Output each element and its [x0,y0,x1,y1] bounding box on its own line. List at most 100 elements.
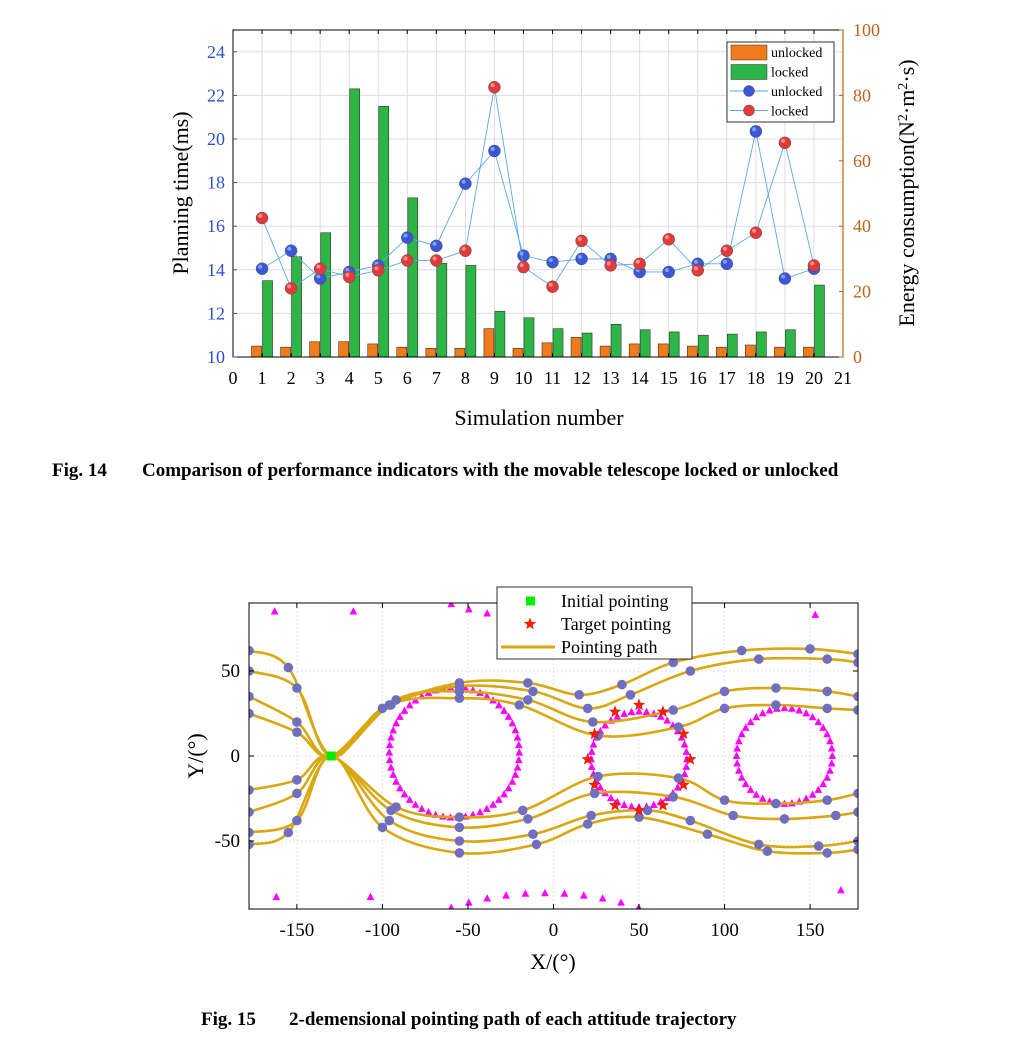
path-waypoint [673,773,684,783]
point-locked [284,282,298,295]
x-tick-label: 50 [630,920,649,941]
point-unlocked [430,239,443,253]
fig15-number: Fig. 15 [201,1009,256,1030]
obstacle-marker [482,692,491,700]
path-waypoint [454,693,465,703]
path-waypoint [685,815,696,826]
legend-swatch [730,64,768,80]
point-highlight [403,233,408,238]
path-waypoint [853,691,858,702]
path-waypoint [249,827,254,838]
x-tick-label: 18 [747,368,765,388]
point-highlight [432,256,437,261]
point-locked [430,254,443,267]
path-waypoint [853,844,858,855]
obstacle-marker [579,891,588,899]
bar-unlocked [657,343,669,358]
target-pointing-marker [656,705,670,718]
point-highlight [548,258,553,263]
obstacle-marker [735,736,743,745]
obstacle-marker [598,894,607,902]
target-pointing-marker [656,798,670,811]
bar-locked [785,329,796,358]
obstacle-marker [627,707,636,716]
target-pointing-marker [677,727,690,740]
obstacle-marker [737,773,746,781]
fig15-ylabel: Y/(°) [183,733,208,778]
legend-initial-marker [526,596,535,606]
obstacle-marker [388,569,396,576]
path-waypoint [673,722,684,732]
obstacle-marker [642,707,651,716]
point-locked [401,254,414,267]
obstacle-marker [682,762,691,770]
obstacle-marker [482,804,491,812]
point-locked [313,262,327,275]
obstacle-marker [652,910,660,917]
obstacle-marker [385,748,394,756]
path-waypoint [292,788,302,799]
obstacle-marker [387,733,395,741]
point-highlight [258,264,263,269]
path-waypoint [813,841,824,851]
obstacle-marker [663,716,672,724]
bar-unlocked [745,344,756,358]
obstacle-marker [417,804,426,812]
path-waypoint [736,645,747,656]
fig14-chart: 0 1 2 3 4 5 6 7 8 9 10 11 12 13 14 15 16 17 18 19 20 21101214… [207,20,880,388]
point-highlight [635,259,640,264]
obstacle-marker [741,779,750,788]
obstacle-marker [521,889,530,897]
target-pointing-marker [632,803,646,816]
point-highlight [781,274,786,279]
path-waypoint [582,819,593,829]
obstacle-marker [376,944,384,951]
path-waypoint [292,683,302,693]
obstacle-marker [358,965,366,972]
point-locked [604,259,617,272]
point-locked [720,244,734,257]
obstacle-marker [401,578,409,585]
legend-marker [743,104,755,117]
y2-tick-label: 40 [853,216,871,236]
path-waypoint [523,695,533,705]
y-tick-label: 20 [207,129,225,149]
obstacle-marker [385,740,394,749]
point-unlocked [778,272,792,285]
obstacle-marker [811,610,820,618]
point-highlight [693,266,698,271]
path-waypoint [454,686,465,697]
point-locked [371,264,385,277]
obstacle-marker [620,800,629,808]
pointing-path [249,754,858,849]
obstacle-marker [694,934,702,941]
obstacle-marker [431,594,439,601]
bar-unlocked [483,328,495,358]
path-waypoint [249,708,254,719]
x-tick-label: 11 [544,368,561,388]
point-highlight [258,214,263,219]
path-waypoint [753,839,764,850]
obstacle-marker [511,726,520,734]
fig15-caption: 2-demensional pointing path of each atti… [289,1009,737,1030]
legend-label: Target pointing [561,614,671,634]
path-waypoint [634,812,644,822]
path-waypoint [283,662,294,673]
path-waypoint [685,666,696,676]
point-highlight [577,254,582,259]
point-locked [517,260,530,274]
bar-unlocked [541,342,553,358]
point-unlocked [517,249,530,262]
point-highlight [461,246,466,251]
path-waypoint [454,812,465,822]
y-tick-label: 24 [207,42,225,62]
bar-locked [262,280,273,358]
fig15-xlabel: X/(°) [530,949,575,974]
point-locked [459,244,472,257]
path-waypoint [719,686,730,697]
path-waypoint [668,657,679,668]
obstacle-marker [716,954,724,961]
obstacle-marker [724,965,732,972]
bar-locked [465,265,477,358]
obstacle-marker [489,800,497,808]
